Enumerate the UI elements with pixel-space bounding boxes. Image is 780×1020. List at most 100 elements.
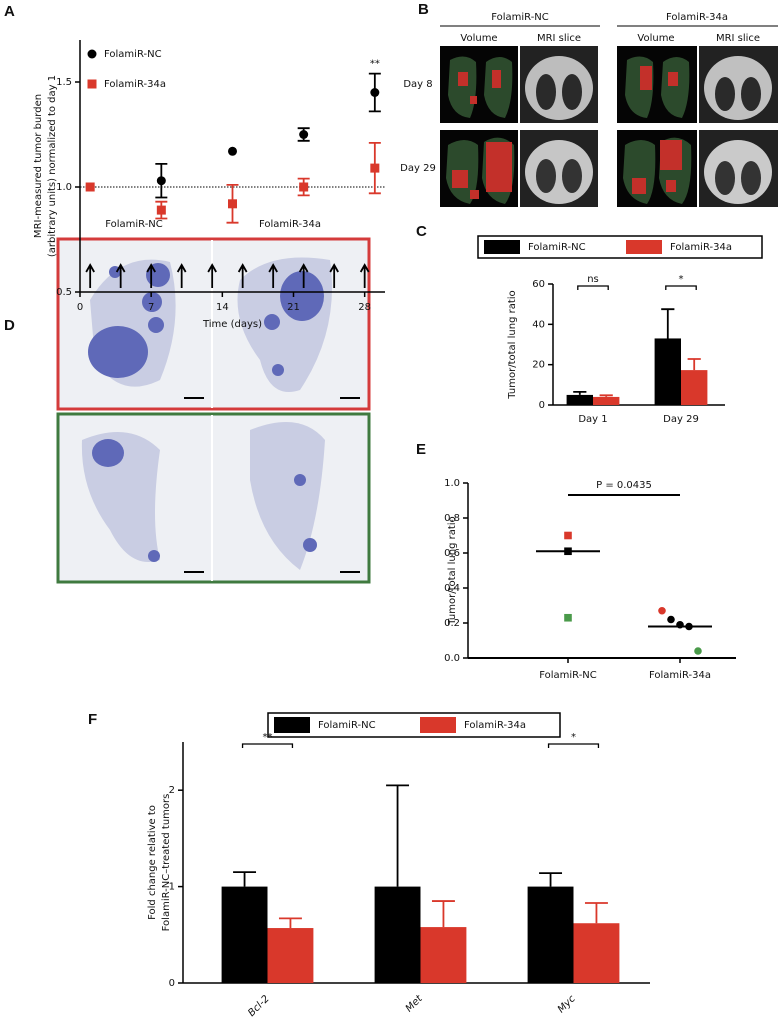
x-axis-label: Time (days) — [202, 319, 262, 330]
significance: ** — [263, 732, 273, 743]
group-header: FolamiR-34a — [666, 12, 728, 23]
legend-swatch — [626, 240, 662, 254]
legend-swatch — [420, 717, 456, 733]
data-point — [564, 532, 572, 540]
data-point — [658, 607, 666, 615]
y-axis-label: Fold change relative to — [147, 805, 158, 920]
x-tick-label: Bcl-2 — [246, 993, 272, 1019]
volume-image — [440, 130, 518, 207]
volume-image — [440, 46, 518, 123]
significance: P = 0.0435 — [596, 480, 652, 491]
bar — [593, 397, 619, 405]
bar — [268, 928, 314, 983]
bar — [375, 887, 421, 983]
x-tick-label: Day 29 — [663, 414, 699, 425]
legend-label: FolamiR-34a — [104, 79, 166, 90]
column-header: Volume — [460, 33, 497, 44]
legend-label: FolamiR-NC — [104, 49, 162, 60]
significance: * — [679, 274, 684, 285]
error-bar — [432, 901, 455, 927]
column-header: MRI slice — [537, 33, 581, 44]
mri-image — [520, 46, 598, 123]
legend-marker — [88, 80, 97, 89]
x-tick-label: Day 1 — [578, 414, 607, 425]
bar — [574, 923, 620, 983]
bar — [567, 395, 593, 405]
error-bar — [386, 785, 409, 886]
y-tick-label: 0.5 — [56, 287, 72, 298]
error-bar — [585, 903, 608, 923]
y-tick-label: 0 — [539, 400, 545, 411]
significance-bracket — [578, 286, 608, 290]
bar — [655, 338, 681, 405]
column-header: Volume — [637, 33, 674, 44]
legend-label: FolamiR-NC — [318, 720, 376, 731]
y-axis-label: FolamiR-NC–treated tumors — [161, 794, 172, 932]
x-tick-label: 0 — [77, 302, 83, 313]
bar — [222, 887, 268, 983]
data-point — [370, 88, 379, 97]
error-bar — [688, 359, 701, 370]
column-header: FolamiR-34a — [259, 219, 321, 230]
x-tick-label: FolamiR-NC — [539, 670, 597, 681]
x-tick-label: 21 — [287, 302, 300, 313]
volume-image — [617, 46, 697, 123]
legend-label: FolamiR-34a — [670, 242, 732, 253]
panel-label: A — [4, 3, 15, 20]
panel-label: B — [418, 1, 429, 18]
x-tick-label: 14 — [216, 302, 229, 313]
mri-image — [699, 46, 778, 123]
row-header: Day 8 — [403, 79, 432, 90]
bar — [528, 887, 574, 983]
x-tick-label: 7 — [148, 302, 154, 313]
error-bar — [600, 395, 613, 397]
error-bar — [539, 873, 562, 886]
y-tick-label: 0 — [169, 978, 175, 989]
panel-label: C — [416, 223, 427, 240]
significance: ns — [587, 274, 599, 285]
y-tick-label: 1.0 — [444, 478, 460, 489]
volume-image — [617, 130, 697, 207]
column-header: FolamiR-NC — [105, 219, 163, 230]
significance: * — [571, 732, 576, 743]
legend-swatch — [484, 240, 520, 254]
x-tick-label: 28 — [358, 302, 371, 313]
y-axis-label: MRI-measured tumor burden — [33, 94, 44, 238]
data-point — [228, 147, 237, 156]
x-tick-label: FolamiR-34a — [649, 670, 711, 681]
panel-label: D — [4, 317, 15, 334]
mri-image — [699, 130, 778, 207]
data-point — [299, 130, 308, 139]
data-point — [86, 183, 95, 192]
data-point — [370, 164, 379, 173]
data-point — [694, 647, 702, 655]
y-axis-label: (arbitrary units) normalized to day 1 — [47, 75, 58, 257]
error-bar — [661, 309, 674, 338]
significance-bracket — [549, 744, 599, 748]
legend-label: FolamiR-NC — [528, 242, 586, 253]
bar — [681, 370, 707, 405]
bar — [421, 927, 467, 983]
y-tick-label: 60 — [532, 279, 545, 290]
legend-swatch — [274, 717, 310, 733]
significance-bracket — [666, 286, 696, 290]
row-header: Day 29 — [400, 163, 436, 174]
data-point — [157, 176, 166, 185]
data-point — [228, 199, 237, 208]
column-header: MRI slice — [716, 33, 760, 44]
legend-marker — [88, 50, 97, 59]
y-tick-label: 1.0 — [56, 182, 72, 193]
histology-panel: FolamiR-NC FolamiR-34a — [58, 219, 369, 582]
x-tick-label: Myc — [556, 993, 578, 1015]
y-tick-label: 40 — [532, 319, 545, 330]
data-point — [564, 614, 572, 622]
significance: ** — [370, 59, 380, 70]
group-header: FolamiR-NC — [491, 12, 549, 23]
x-tick-label: Met — [404, 993, 426, 1015]
y-tick-label: 0.0 — [444, 653, 460, 664]
legend-label: FolamiR-34a — [464, 720, 526, 731]
mri-image — [520, 130, 598, 207]
panel-label: F — [88, 711, 97, 728]
